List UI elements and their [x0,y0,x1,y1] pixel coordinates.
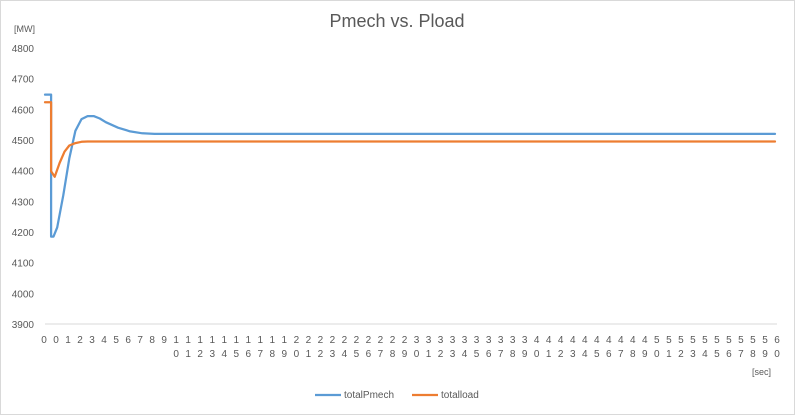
y-tick-label: 4600 [12,105,35,116]
y-tick-label: 4200 [12,228,35,239]
x-tick-label: 3 [89,335,95,346]
y-tick-label: 4400 [12,167,35,178]
x-tick-label: 6 [125,335,131,346]
x-tick-label: 5 [113,335,119,346]
legend-label: totalload [441,390,479,401]
x-tick-label: 7 [137,335,143,346]
x-tick-label: 0 [53,335,59,346]
x-tick-label: 2 [77,335,83,346]
y-axis-unit: [MW] [14,24,35,34]
x-axis-unit: [sec] [752,367,771,377]
x-tick-label: 1 [65,335,71,346]
series-line-totalload [43,101,777,178]
y-tick-label: 4000 [12,289,35,300]
y-axis-ticks: 3900 4000 4100 4200 4300 4400 4500 4600 4700 4800 [12,44,35,331]
y-tick-label: 4700 [12,75,35,86]
x-axis-ticks: 0 0 1 2 3 4 5 6 7 8 9 1 01 11 21 31 41 51 61 71 81 92 02 12 22 32… [41,335,780,360]
series-layer [43,93,777,238]
y-tick-label: 4500 [12,136,35,147]
legend-label: totalPmech [344,390,394,401]
chart-title: Pmech vs. Pload [329,11,464,31]
legend-item-totalload: totalload [412,390,479,401]
x-tick-label: 8 [149,335,155,346]
x-tick-label: 9 [161,335,167,346]
y-tick-label: 4300 [12,197,35,208]
y-tick-label: 4100 [12,259,35,270]
series-line-totalPmech [43,93,777,238]
y-tick-label: 3900 [12,320,35,331]
x-tick-label: 0 [41,335,47,346]
x-tick-label: 4 [101,335,107,346]
legend: totalPmech totalload [315,390,479,401]
y-tick-label: 4800 [12,44,35,55]
legend-item-totalPmech: totalPmech [315,390,394,401]
